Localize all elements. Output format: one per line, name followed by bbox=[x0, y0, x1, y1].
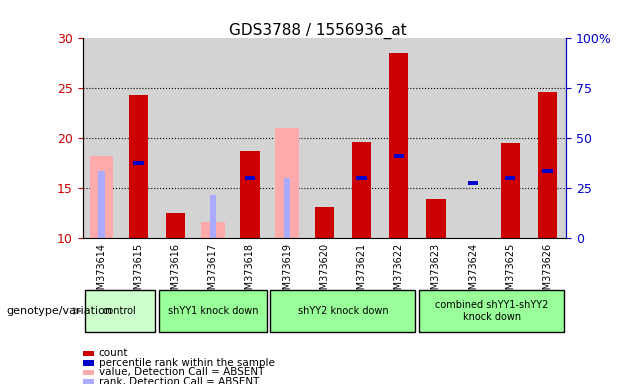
Text: genotype/variation: genotype/variation bbox=[6, 306, 113, 316]
Bar bbox=[166, 213, 186, 238]
Bar bbox=[201, 222, 225, 238]
Bar bbox=[134, 161, 144, 165]
Bar bbox=[240, 151, 259, 238]
Bar bbox=[98, 171, 104, 238]
Bar bbox=[394, 154, 404, 158]
Bar bbox=[352, 142, 371, 238]
Text: control: control bbox=[103, 306, 137, 316]
FancyBboxPatch shape bbox=[419, 290, 564, 332]
Bar bbox=[501, 143, 520, 238]
Text: value, Detection Call = ABSENT: value, Detection Call = ABSENT bbox=[99, 367, 264, 377]
Bar bbox=[315, 207, 334, 238]
Bar bbox=[245, 176, 255, 180]
Text: combined shYY1-shYY2
knock down: combined shYY1-shYY2 knock down bbox=[435, 300, 548, 322]
Bar bbox=[426, 199, 446, 238]
Text: GDS3788 / 1556936_at: GDS3788 / 1556936_at bbox=[229, 23, 407, 39]
Bar bbox=[389, 53, 408, 238]
Bar bbox=[128, 95, 148, 238]
Bar bbox=[90, 156, 113, 238]
Text: shYY2 knock down: shYY2 knock down bbox=[298, 306, 388, 316]
Text: percentile rank within the sample: percentile rank within the sample bbox=[99, 358, 275, 368]
Bar bbox=[210, 195, 216, 238]
Bar bbox=[543, 169, 553, 173]
Bar bbox=[356, 176, 367, 180]
Bar bbox=[468, 181, 478, 185]
Bar bbox=[284, 178, 291, 238]
FancyBboxPatch shape bbox=[270, 290, 415, 332]
Bar bbox=[537, 92, 557, 238]
Text: count: count bbox=[99, 348, 128, 358]
Text: rank, Detection Call = ABSENT: rank, Detection Call = ABSENT bbox=[99, 377, 259, 384]
Bar bbox=[505, 176, 515, 180]
Bar bbox=[275, 128, 299, 238]
FancyBboxPatch shape bbox=[159, 290, 266, 332]
FancyBboxPatch shape bbox=[85, 290, 155, 332]
Text: shYY1 knock down: shYY1 knock down bbox=[167, 306, 258, 316]
